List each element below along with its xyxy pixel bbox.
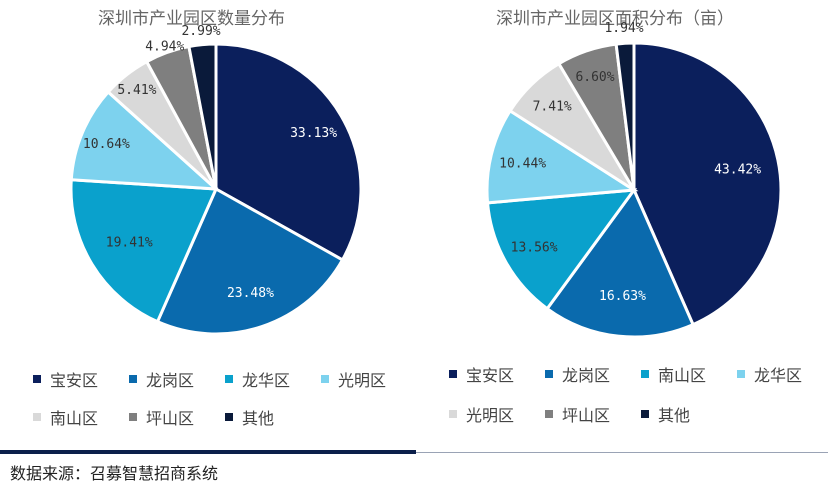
- pie-slice: [187, 42, 218, 190]
- slice-data-label: 10.64%: [83, 137, 130, 152]
- slice-data-label: 33.13%: [290, 126, 337, 141]
- legend-swatch: [129, 413, 137, 421]
- legend-swatch: [449, 410, 457, 418]
- chart-title-area: 深圳市产业园区面积分布（亩）: [496, 9, 734, 29]
- slice-data-label: 13.56%: [511, 240, 558, 255]
- legend-item: 南山区: [33, 405, 98, 429]
- pie-slice: [632, 41, 783, 327]
- legend-item: 龙华区: [225, 367, 290, 391]
- footer-divider: [0, 450, 416, 454]
- legend-label: 其他: [242, 409, 275, 428]
- pie-slice: [614, 41, 636, 191]
- legend-item: 宝安区: [33, 367, 98, 391]
- slice-data-label: 5.41%: [117, 83, 156, 98]
- slice-data-label: 19.41%: [106, 236, 153, 251]
- legend-swatch: [129, 375, 137, 383]
- slice-data-label: 10.44%: [499, 157, 546, 172]
- slice-data-label: 4.94%: [145, 40, 184, 55]
- legend-swatch: [545, 370, 553, 378]
- legend-label: 坪山区: [562, 406, 611, 425]
- pie-slice: [155, 186, 345, 336]
- footer-divider-thin: [416, 452, 828, 453]
- legend-swatch: [225, 413, 233, 421]
- chart-title-count: 深圳市产业园区数量分布: [98, 9, 285, 29]
- legend-swatch: [33, 413, 41, 421]
- slice-data-label: 16.63%: [599, 289, 646, 304]
- legend-label: 南山区: [658, 366, 707, 385]
- legend-item: 龙华区: [737, 362, 802, 386]
- legend-label: 宝安区: [50, 371, 99, 390]
- legend-item: 其他: [641, 402, 690, 426]
- legend-swatch: [321, 375, 329, 383]
- legend-item: 坪山区: [545, 402, 610, 426]
- pie-slice: [485, 188, 638, 311]
- legend-item: 龙岗区: [545, 362, 610, 386]
- pie-slice: [545, 187, 696, 339]
- legend-item: 光明区: [321, 367, 386, 391]
- legend-label: 坪山区: [146, 409, 195, 428]
- slice-data-label: 2.99%: [181, 24, 220, 39]
- pie-slice: [214, 42, 363, 262]
- legend-item: 宝安区: [449, 362, 514, 386]
- legend-item: 光明区: [449, 402, 514, 426]
- legend-item: 南山区: [641, 362, 706, 386]
- legend-swatch: [33, 375, 41, 383]
- legend-label: 龙岗区: [562, 366, 611, 385]
- slice-data-label: 23.48%: [227, 286, 274, 301]
- legend-item: 坪山区: [129, 405, 194, 429]
- legend-item: 龙岗区: [129, 367, 194, 391]
- slice-data-label: 7.41%: [533, 100, 572, 115]
- legend-label: 南山区: [50, 409, 99, 428]
- legend-label: 光明区: [338, 371, 387, 390]
- slice-data-label: 1.94%: [604, 21, 643, 36]
- pie-chart-count: 深圳市产业园区数量分布 33.13% 23.48% 19.41% 10.64% 5.41…: [0, 0, 416, 440]
- pie-count: 33.13% 23.48% 19.41% 10.64% 5.41% 4.94%2.99%: [69, 24, 363, 336]
- legend-swatch: [225, 375, 233, 383]
- legend-label: 龙岗区: [146, 371, 195, 390]
- pie-slice: [69, 89, 221, 191]
- slice-data-label: 43.42%: [714, 162, 761, 177]
- legend-swatch: [545, 410, 553, 418]
- pie-chart-area: 深圳市产业园区面积分布（亩） 43.42% 16.63% 13.56% 10.44% 7…: [416, 0, 828, 440]
- legend-label: 其他: [658, 406, 691, 425]
- legend-swatch: [641, 410, 649, 418]
- slice-data-label: 6.60%: [575, 70, 614, 85]
- legend-item: 其他: [225, 405, 274, 429]
- legend-label: 龙华区: [242, 371, 291, 390]
- legend-label: 龙华区: [754, 366, 803, 385]
- legend-label: 宝安区: [466, 366, 515, 385]
- pie-slice: [69, 178, 219, 324]
- pie-slice: [485, 108, 639, 205]
- pie-area: 43.42% 16.63% 13.56% 10.44% 7.41%6.60% 1.94%: [485, 21, 783, 339]
- legend-swatch: [737, 370, 745, 378]
- data-source: 数据来源：召募智慧招商系统: [10, 464, 219, 483]
- legend-label: 光明区: [466, 406, 515, 425]
- legend-swatch: [641, 370, 649, 378]
- legend-swatch: [449, 370, 457, 378]
